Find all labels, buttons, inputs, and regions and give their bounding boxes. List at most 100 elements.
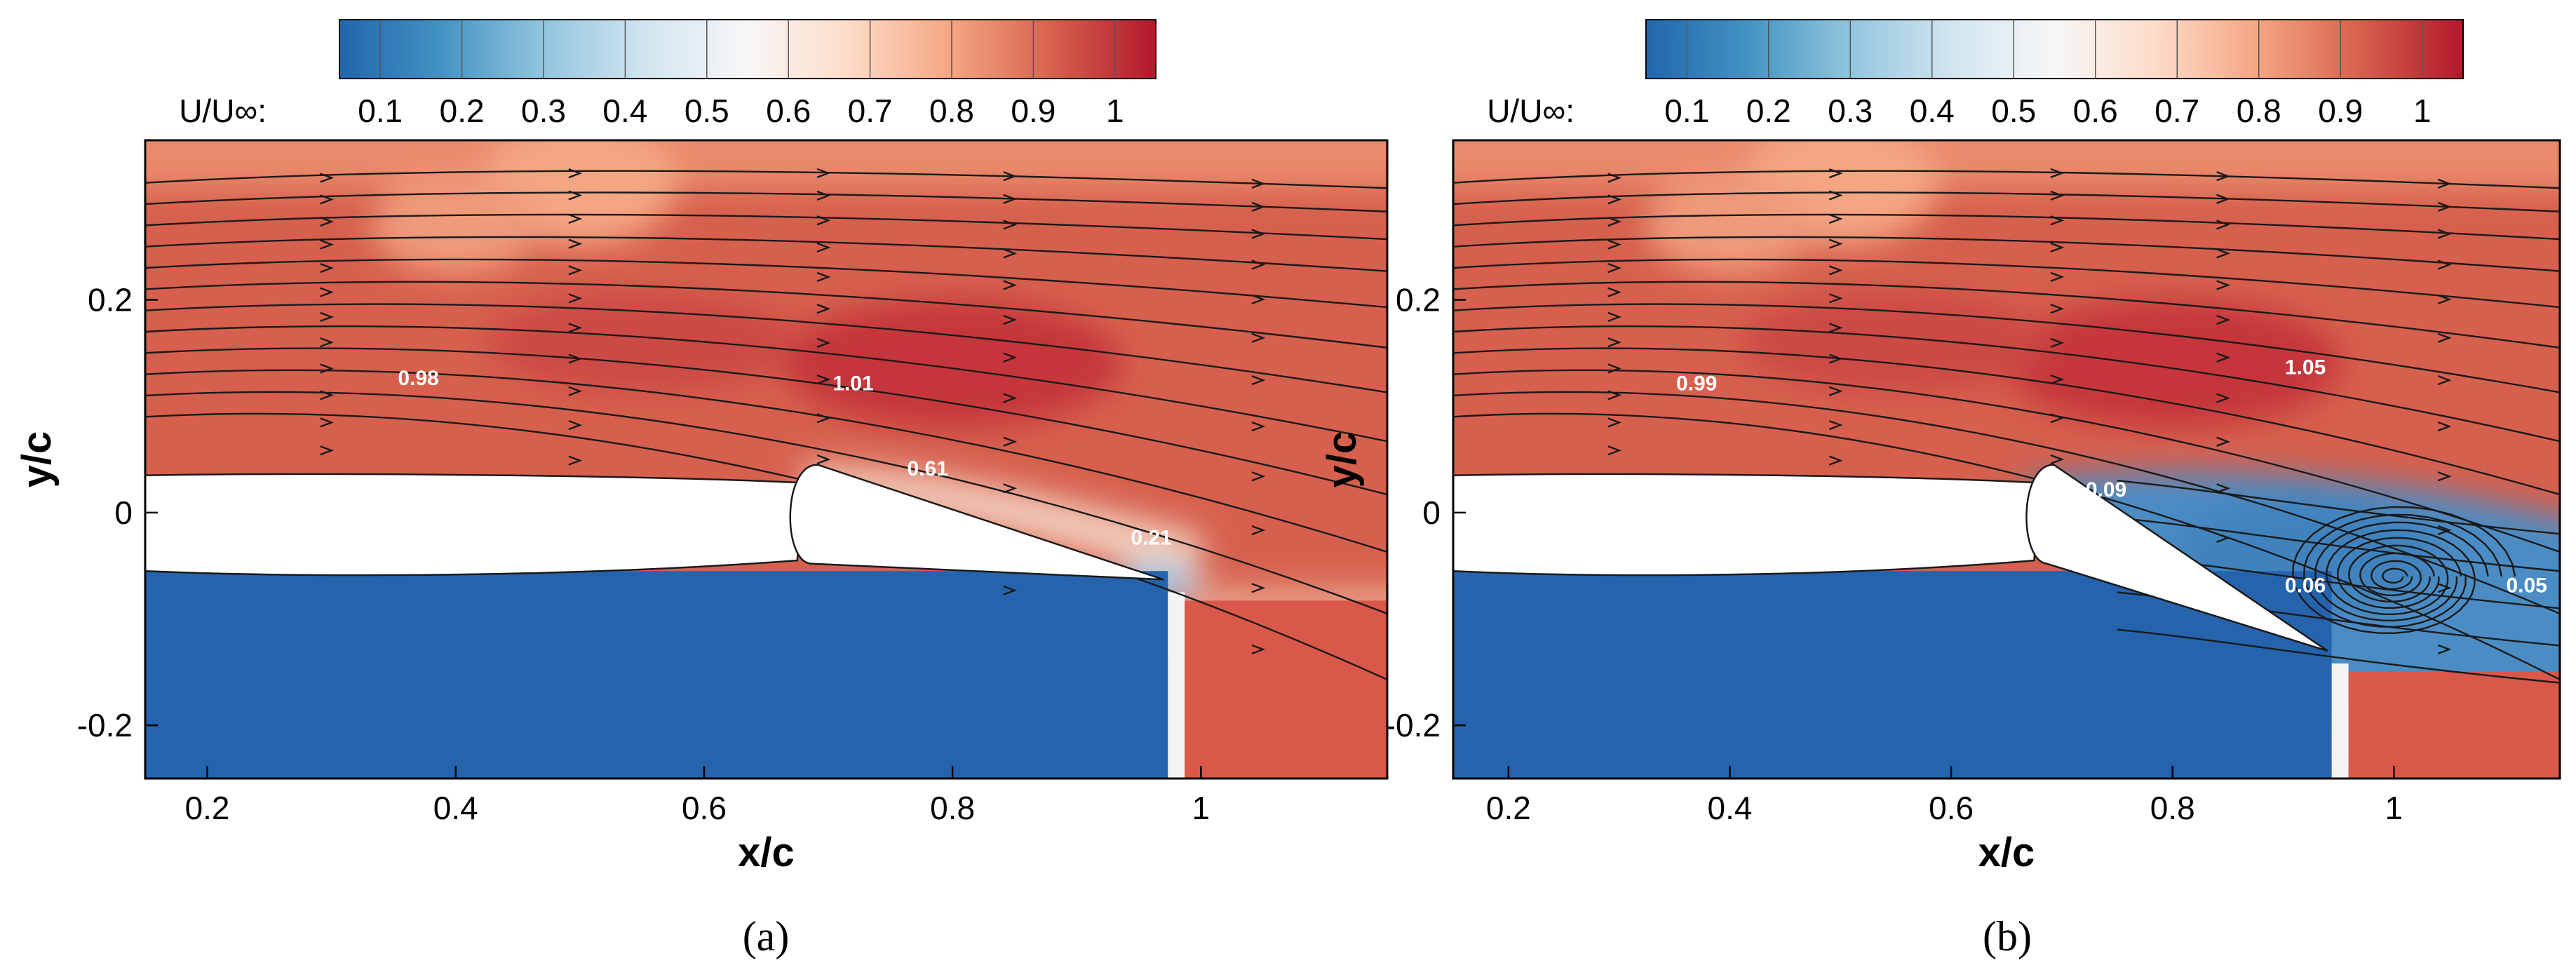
value-annotation: 0.21 (1131, 526, 1171, 549)
streamline-arrow (2050, 215, 2065, 226)
value-annotation: 0.99 (1676, 372, 1717, 395)
colorbar-tick-label: 0.6 (766, 93, 811, 129)
panel-label: (b) (1983, 913, 2032, 959)
streamline-arrow (816, 242, 831, 253)
streamline-arrow (2050, 304, 2065, 314)
x-tick-label: 0.6 (1929, 790, 1974, 826)
streamline (1453, 391, 2560, 615)
streamline-arrow (1251, 332, 1266, 343)
colorbar-tick-label: 0.8 (929, 93, 974, 129)
colorbar-tick-label: 0.3 (1828, 93, 1873, 129)
x-tick-label: 0.6 (682, 790, 727, 826)
colorbar-tick-label: 0.3 (521, 93, 566, 129)
value-annotation: 1.01 (832, 372, 873, 395)
colorbar-tick-label: 0.6 (2073, 93, 2118, 129)
streamline-arrow (1003, 171, 1018, 182)
streamline-arrow (1003, 483, 1018, 494)
streamline-arrow (816, 374, 831, 385)
streamline-arrow (1828, 419, 1843, 431)
lower-wake-red (1185, 600, 1387, 779)
streamline (1453, 191, 2560, 213)
streamline-arrow (1251, 260, 1266, 270)
streamline-arrow (1607, 287, 1622, 297)
recirculation-streamline (2117, 628, 2560, 684)
main-element-airfoil (1453, 473, 2041, 577)
x-tick-label: 1 (1192, 790, 1211, 826)
streamline-arrow (816, 168, 831, 178)
streamline (1453, 347, 2560, 496)
y-tick-label: 0.2 (1396, 282, 1441, 318)
lower-wake-red (2348, 672, 2560, 779)
light-patch (1645, 176, 1814, 275)
streamline-arrow (568, 293, 583, 304)
y-axis-label: y/c (1319, 431, 1365, 488)
streamline-arrow (1003, 194, 1018, 204)
streamline-arrow (2437, 178, 2452, 189)
colorbar-tick-label: 0.9 (1011, 93, 1056, 129)
streamline-arrow (2050, 190, 2065, 201)
streamline-arrow (2216, 393, 2231, 403)
streamline-arrow (1251, 471, 1266, 482)
streamline-arrow (2050, 337, 2065, 349)
colorbar-tick-label: 0.4 (602, 93, 647, 129)
streamline-arrow (1828, 168, 1843, 179)
streamline-arrow (1251, 644, 1266, 654)
y-tick-label: -0.2 (77, 707, 133, 743)
colorbar-tick-label: 1 (1106, 93, 1124, 129)
high-velocity-region (1741, 293, 2051, 392)
streamline-arrow (2437, 332, 2452, 343)
colorbar-tick-label: 0.5 (1991, 93, 2036, 129)
streamline-arrow (320, 216, 335, 227)
streamline (1453, 412, 2560, 681)
streamline (1453, 258, 2560, 309)
colorbar-tick-label: 0.8 (2237, 93, 2281, 129)
y-axis-label: y/c (14, 431, 60, 488)
streamline (145, 347, 1387, 496)
streamline-arrow (568, 238, 583, 249)
streamline-arrow (320, 173, 335, 183)
light-patch (371, 176, 540, 275)
x-axis-label: x/c (738, 830, 795, 875)
streamline-arrow (816, 454, 831, 465)
streamline (1453, 170, 2560, 189)
streamline-arrow (568, 419, 583, 431)
streamline-arrow (568, 265, 583, 276)
streamline-arrow (1607, 263, 1622, 274)
streamline-arrow (1003, 393, 1018, 403)
streamline-arrow (816, 215, 831, 226)
value-annotation: 0.09 (2086, 478, 2126, 501)
colorbar-tick-label: 0.1 (358, 93, 403, 129)
colorbar-tick-label: 0.9 (2318, 93, 2363, 129)
high-velocity-region (487, 293, 797, 392)
x-tick-label: 0.8 (2150, 790, 2195, 826)
streamline-arrow (2437, 201, 2452, 213)
panel-label: (a) (743, 913, 790, 959)
vortex-streamline (2326, 529, 2476, 616)
streamline-arrow (1607, 363, 1622, 374)
streamline (145, 258, 1387, 309)
recirculation-streamline (2117, 517, 2560, 572)
vortex-streamline (2371, 560, 2422, 590)
x-tick-label: 0.4 (1708, 790, 1753, 826)
streamline-arrow (1607, 239, 1622, 250)
colorbar-tick-label: 0.2 (1746, 93, 1791, 129)
streamline-arrow (1003, 280, 1018, 290)
streamline-arrow (2216, 248, 2231, 259)
streamline-arrow (2216, 171, 2231, 182)
streamline-arrow (1607, 445, 1622, 456)
streamline (145, 325, 1387, 443)
y-tick-label: -0.2 (1385, 707, 1441, 743)
x-tick-label: 0.2 (1486, 790, 1531, 826)
streamline-arrow (1251, 421, 1266, 432)
streamline-arrow (816, 271, 831, 283)
streamline-arrow (1828, 455, 1843, 466)
plot-area: 0.99 1.05 0.09 0.06 0.05 (1453, 140, 2560, 779)
main-element-airfoil (145, 473, 804, 577)
panel-a: 0.98 1.010.610.210.2 0.4 0.6 0.8 1-0.200.2x/c… (14, 19, 1389, 959)
streamline-arrow (320, 194, 335, 205)
colorbar (339, 19, 1156, 79)
streamline-arrow (1003, 352, 1018, 363)
x-tick-label: 0.4 (433, 790, 478, 826)
streamline (145, 213, 1387, 241)
streamline-arrow (1607, 311, 1622, 323)
